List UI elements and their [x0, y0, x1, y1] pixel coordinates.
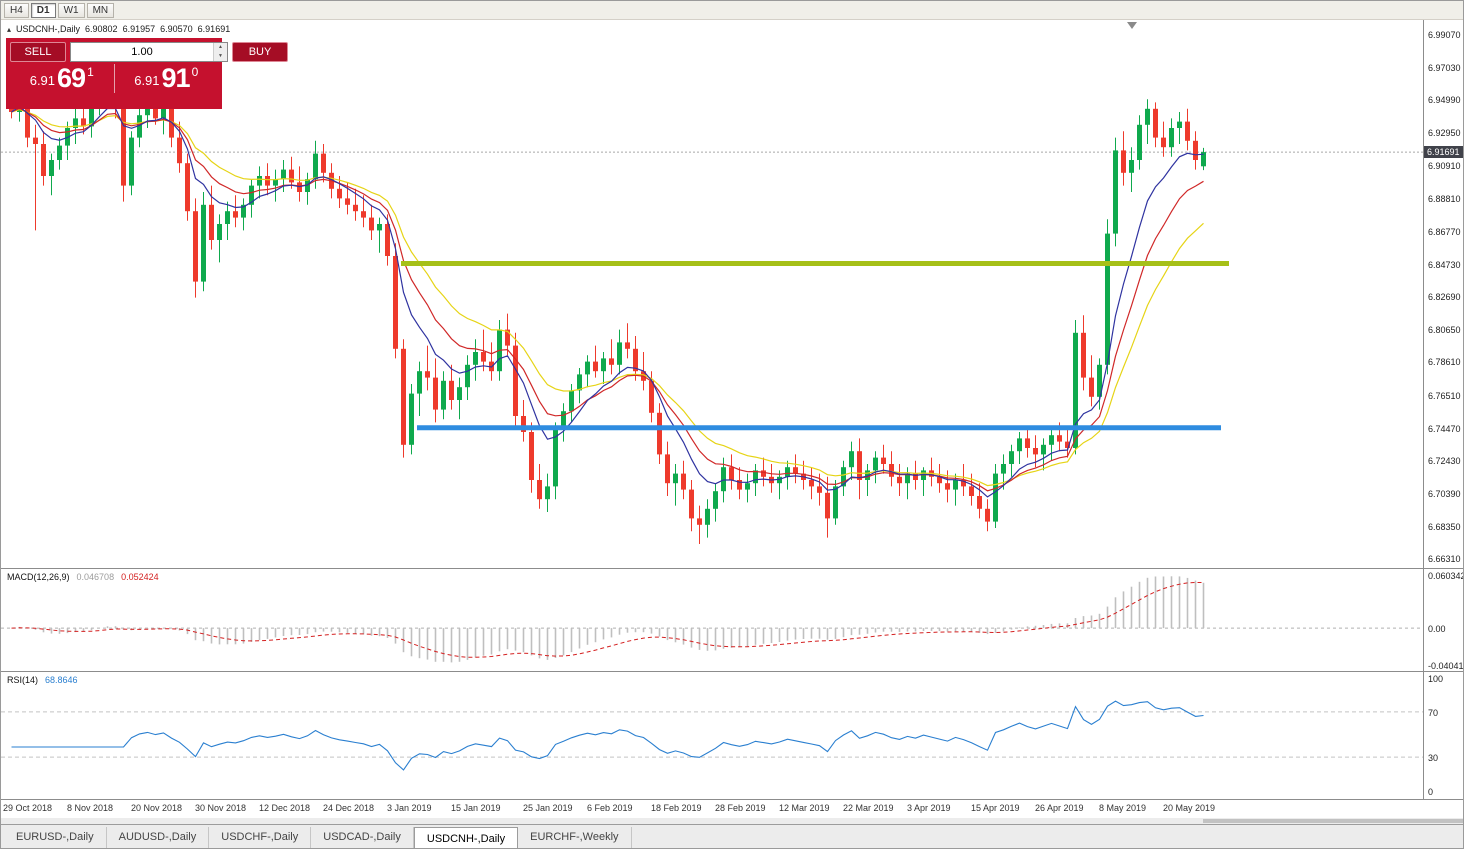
time-axis-label: 8 May 2019	[1099, 803, 1147, 813]
sell-button[interactable]: SELL	[10, 42, 66, 62]
macd-histogram	[18, 576, 1205, 663]
ma-slow-line	[11, 108, 1204, 487]
ma-fast-line	[11, 105, 1204, 498]
macd-separator	[1, 568, 1463, 569]
time-axis-label: 26 Apr 2019	[1035, 803, 1084, 813]
price-axis[interactable]	[1424, 20, 1463, 799]
chart-symbol-label: USDCNH-,Daily	[16, 24, 81, 34]
time-axis-label: 29 Oct 2018	[3, 803, 53, 813]
sell-price-pips: 69	[57, 63, 86, 93]
current-price-tag: 6.91691	[1424, 146, 1463, 158]
tab-usdchf-daily[interactable]: USDCHF-,Daily	[209, 827, 312, 848]
ohlc-low: 6.90570	[160, 24, 193, 34]
rsi-line	[11, 700, 1204, 771]
time-axis-label: 15 Apr 2019	[971, 803, 1020, 813]
candles-layer	[9, 59, 1206, 544]
tab-audusd-daily[interactable]: AUDUSD-,Daily	[107, 827, 210, 848]
rsi-separator	[1, 671, 1463, 672]
h-scrollbar[interactable]	[1, 818, 1463, 824]
ohlc-close: 6.91691	[197, 24, 231, 34]
tab-eurusd-daily[interactable]: EURUSD-,Daily	[4, 827, 107, 848]
time-axis-label: 12 Dec 2018	[259, 803, 311, 813]
time-axis-label: 22 Mar 2019	[843, 803, 894, 813]
buy-button[interactable]: BUY	[232, 42, 288, 62]
bid-ask-prices: 6.91 69 1 6.91 91 0	[10, 64, 218, 93]
time-axis[interactable]: 29 Oct 2018 8 Nov 2018 20 Nov 2018 30 Nov 2…	[1, 800, 1423, 818]
ma-mid-line	[11, 107, 1204, 492]
tf-button-w1[interactable]: W1	[57, 2, 85, 18]
macd-signal-line	[11, 582, 1204, 658]
buy-price-point: 0	[191, 65, 199, 79]
chart-tabs: EURUSD-,Daily AUDUSD-,Daily USDCHF-,Daily U…	[4, 827, 632, 848]
buy-price[interactable]: 6.91 91 0	[115, 64, 219, 93]
timeframe-buttons: H4 D1 W1 MN	[4, 2, 115, 18]
macd-signal-value: 0.052424	[121, 572, 159, 582]
rsi-value: 68.8646	[45, 675, 78, 685]
time-axis-separator	[1, 799, 1463, 800]
h-scrollbar-thumb[interactable]	[1203, 819, 1463, 823]
ohlc-open: 6.90802	[85, 24, 118, 34]
macd-name: MACD(12,26,9)	[7, 572, 70, 582]
sell-price-point: 1	[87, 65, 94, 79]
price-axis-border	[1423, 20, 1424, 799]
time-axis-label: 12 Mar 2019	[779, 803, 830, 813]
ohlc-high: 6.91957	[122, 24, 156, 34]
sell-price-base: 6.91	[29, 73, 56, 88]
rsi-indicator-pane[interactable]	[1, 672, 1423, 799]
macd-main-value: 0.046708	[76, 572, 115, 582]
volume-up-button[interactable]: ▲	[214, 43, 227, 52]
volume-input[interactable]	[71, 46, 213, 58]
timeframe-toolbar: H4 D1 W1 MN	[1, 1, 1463, 20]
time-axis-label: 30 Nov 2018	[195, 803, 247, 813]
time-axis-label: 15 Jan 2019	[451, 803, 501, 813]
tab-usdcad-daily[interactable]: USDCAD-,Daily	[311, 827, 414, 848]
buy-price-base: 6.91	[134, 73, 160, 88]
time-axis-label: 3 Jan 2019	[387, 803, 432, 813]
volume-box: ▲ ▼	[70, 42, 228, 62]
macd-indicator-pane[interactable]	[1, 569, 1423, 671]
tf-button-h4[interactable]: H4	[4, 2, 29, 18]
time-axis-label: 3 Apr 2019	[907, 803, 951, 813]
chart-ohlc-info: ▴ USDCNH-,Daily 6.90802 6.91957 6.90570 …	[7, 24, 230, 34]
time-axis-label: 20 May 2019	[1163, 803, 1216, 813]
rsi-name: RSI(14)	[7, 675, 39, 685]
chart-shift-marker-icon[interactable]	[1127, 22, 1137, 29]
tab-eurchf-weekly[interactable]: EURCHF-,Weekly	[518, 827, 632, 848]
chart-tabs-bar: EURUSD-,Daily AUDUSD-,Daily USDCHF-,Daily U…	[1, 824, 1463, 848]
tf-button-d1[interactable]: D1	[30, 2, 56, 18]
time-axis-label: 25 Jan 2019	[523, 803, 573, 813]
time-axis-label: 18 Feb 2019	[651, 803, 702, 813]
rsi-label: RSI(14) 68.8646	[7, 675, 78, 685]
macd-label: MACD(12,26,9) 0.046708 0.052424	[7, 572, 159, 582]
time-axis-label: 8 Nov 2018	[67, 803, 114, 813]
volume-spinner: ▲ ▼	[213, 43, 227, 61]
time-axis-label: 6 Feb 2019	[587, 803, 633, 813]
collapse-trade-panel-icon[interactable]: ▴	[7, 24, 12, 34]
buy-price-pips: 91	[161, 63, 191, 93]
time-axis-label: 24 Dec 2018	[323, 803, 375, 813]
tab-usdcnh-daily[interactable]: USDCNH-,Daily	[413, 827, 519, 848]
volume-down-button[interactable]: ▼	[214, 52, 227, 61]
tf-button-mn[interactable]: MN	[86, 2, 115, 18]
price-chart[interactable]	[1, 20, 1423, 568]
time-axis-label: 28 Feb 2019	[715, 803, 766, 813]
time-axis-label: 20 Nov 2018	[131, 803, 183, 813]
sell-price[interactable]: 6.91 69 1	[10, 64, 115, 93]
